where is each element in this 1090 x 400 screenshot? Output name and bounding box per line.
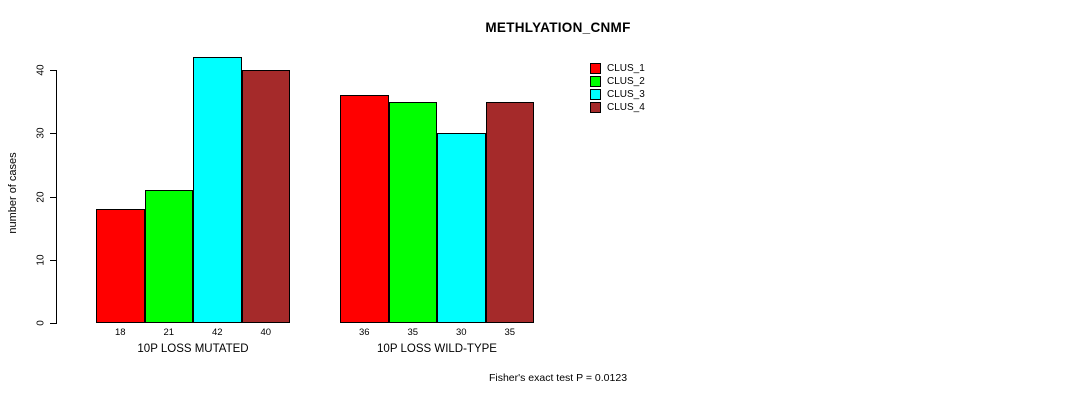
group-label: 10P LOSS WILD-TYPE (377, 343, 497, 355)
legend-swatch-icon (590, 89, 601, 100)
legend-item-clus_4: CLUS_4 (590, 101, 645, 114)
legend: CLUS_1 CLUS_2 CLUS_3 CLUS_4 (590, 62, 645, 114)
legend-item-clus_1: CLUS_1 (590, 62, 645, 75)
legend-item-clus_2: CLUS_2 (590, 75, 645, 88)
bar-clus_4-group1 (241, 70, 290, 323)
bar-clus_4-group2 (485, 101, 534, 323)
bar-clus_1-group2 (340, 95, 389, 323)
bar-value-label: 30 (455, 327, 467, 338)
y-tick-label: 20 (35, 190, 47, 203)
bar-clus_1-group1 (96, 209, 145, 323)
y-tick-label: 10 (35, 254, 47, 266)
group-label: 10P LOSS MUTATED (137, 343, 249, 355)
legend-label: CLUS_3 (607, 89, 645, 100)
bar-value-label: 36 (358, 327, 370, 338)
chart-title: METHLYATION_CNMF (485, 20, 631, 35)
legend-label: CLUS_2 (607, 76, 645, 87)
bar-value-label: 35 (407, 327, 419, 338)
y-tick-mark (50, 133, 57, 135)
bar-value-label: 40 (260, 327, 272, 338)
y-tick-label: 40 (35, 64, 47, 76)
annotation-fisher-test: Fisher's exact test P = 0.0123 (488, 372, 628, 384)
legend-label: CLUS_1 (607, 63, 645, 74)
legend-swatch-icon (590, 76, 601, 87)
y-tick-label: 30 (35, 127, 47, 139)
legend-swatch-icon (590, 63, 601, 74)
y-tick-mark (50, 323, 57, 324)
y-tick-mark (50, 70, 57, 71)
legend-item-clus_3: CLUS_3 (590, 88, 645, 101)
bar-clus_3-group2 (437, 133, 486, 323)
bar-value-label: 42 (211, 327, 223, 338)
bar-clus_2-group2 (388, 101, 437, 323)
y-tick-mark (50, 196, 57, 198)
legend-label: CLUS_4 (607, 102, 645, 113)
bar-clus_2-group1 (144, 190, 193, 323)
bar-value-label: 18 (114, 327, 126, 338)
bar-value-label: 21 (163, 327, 175, 338)
bar-value-label: 35 (504, 327, 516, 338)
y-tick-label: 0 (35, 320, 47, 326)
bar-clus_3-group1 (193, 57, 242, 323)
legend-swatch-icon (590, 102, 601, 113)
y-tick-mark (50, 259, 57, 261)
y-axis-label: number of cases (7, 152, 19, 234)
